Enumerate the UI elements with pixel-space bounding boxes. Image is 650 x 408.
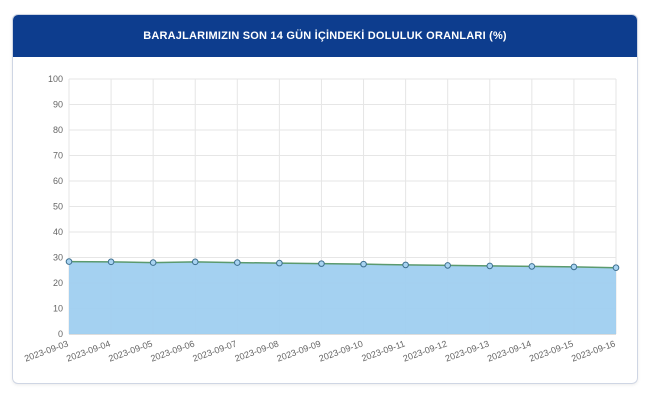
data-point: [486, 262, 494, 270]
x-tick-label: 2023-09-12: [402, 338, 449, 363]
x-tick-label: 2023-09-04: [65, 338, 112, 363]
x-tick-label: 2023-09-11: [360, 338, 406, 363]
x-tick-label: 2023-09-10: [318, 338, 365, 363]
chart-title: BARAJLARIMIZIN SON 14 GÜN İÇİNDEKİ DOLUL…: [143, 30, 507, 42]
x-tick-label: 2023-09-08: [233, 338, 280, 363]
data-point: [65, 258, 73, 265]
y-tick-label: 60: [53, 176, 63, 186]
x-tick-label: 2023-09-15: [528, 338, 575, 363]
y-tick-label: 90: [53, 100, 63, 110]
x-tick-label: 2023-09-05: [107, 338, 154, 363]
x-tick-label: 2023-09-13: [444, 338, 491, 363]
data-point: [107, 258, 115, 266]
data-point: [276, 259, 283, 267]
x-tick-label: 2023-09-06: [149, 338, 196, 363]
data-point: [191, 258, 199, 266]
y-tick-label: 80: [53, 125, 63, 135]
y-tick-label: 30: [53, 253, 63, 263]
data-point: [402, 261, 409, 269]
y-tick-label: 70: [53, 151, 63, 161]
chart-header: BARAJLARIMIZIN SON 14 GÜN İÇİNDEKİ DOLUL…: [13, 15, 637, 57]
data-point: [318, 260, 325, 267]
data-point: [149, 259, 157, 266]
series-line: [68, 260, 617, 269]
x-tick-label: 2023-09-09: [275, 338, 322, 363]
data-point: [360, 260, 367, 268]
series-area: [69, 261, 616, 334]
x-tick-label: 2023-09-07: [191, 338, 238, 363]
y-tick-label: 100: [48, 74, 63, 84]
y-tick-label: 50: [53, 202, 63, 212]
y-tick-label: 40: [53, 227, 63, 237]
y-tick-label: 10: [53, 304, 63, 314]
chart-card: BARAJLARIMIZIN SON 14 GÜN İÇİNDEKİ DOLUL…: [12, 14, 638, 384]
y-tick-label: 0: [58, 329, 63, 339]
x-tick-label: 2023-09-03: [23, 338, 70, 363]
x-tick-label: 2023-09-14: [486, 338, 533, 363]
data-point: [234, 259, 241, 266]
x-tick-label: 2023-09-16: [570, 338, 617, 363]
y-tick-label: 20: [53, 278, 63, 288]
data-point: [612, 264, 620, 271]
chart-plot: 01020304050607080901002023-09-032023-09-…: [23, 74, 620, 364]
data-point: [528, 263, 536, 270]
data-point: [570, 263, 578, 271]
data-point: [444, 262, 451, 269]
